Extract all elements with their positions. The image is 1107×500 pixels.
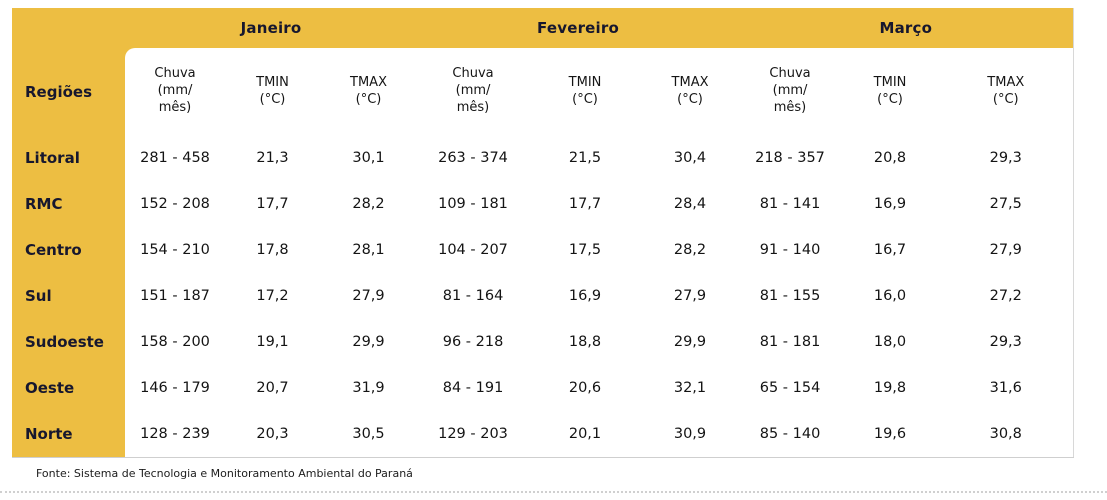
col-header-tmin-marco: TMIN (°C) [841,48,940,135]
regions-header: Regiões [12,48,125,135]
data-cell: 96 - 218 [417,319,530,365]
data-cell: 21,5 [529,135,642,181]
data-cell: 154 - 210 [125,227,225,273]
data-cell: 281 - 458 [125,135,225,181]
data-cell: 129 - 203 [417,411,530,457]
data-cell: 17,8 [225,227,320,273]
data-cell: 20,1 [529,411,642,457]
data-cell: 19,1 [225,319,320,365]
data-cell: 20,8 [841,135,940,181]
table-row-centro: Centro 154 - 210 17,8 28,1 104 - 207 17,… [12,227,1074,273]
data-cell: 19,8 [841,365,940,411]
data-cell: 27,9 [641,273,740,319]
source-caption: Fonte: Sistema de Tecnologia e Monitoram… [36,467,413,480]
col-header-tmin-fevereiro: TMIN (°C) [529,48,642,135]
data-cell: 17,2 [225,273,320,319]
table-row-norte: Norte 128 - 239 20,3 30,5 129 - 203 20,1… [12,411,1074,457]
data-cell: 27,9 [320,273,418,319]
data-cell: 65 - 154 [739,365,842,411]
regions-column-spacer [12,8,125,48]
data-cell: 81 - 164 [417,273,530,319]
data-cell: 31,6 [939,365,1074,411]
data-cell: 84 - 191 [417,365,530,411]
region-label: Oeste [12,365,125,411]
data-cell: 17,5 [529,227,642,273]
col-header-tmin-janeiro: TMIN (°C) [225,48,320,135]
data-cell: 20,6 [529,365,642,411]
data-cell: 21,3 [225,135,320,181]
region-label: Sudoeste [12,319,125,365]
data-cell: 18,8 [529,319,642,365]
data-cell: 104 - 207 [417,227,530,273]
data-cell: 30,5 [320,411,418,457]
col-header-tmax-janeiro: TMAX (°C) [320,48,418,135]
region-label: RMC [12,181,125,227]
data-cell: 85 - 140 [739,411,842,457]
data-cell: 19,6 [841,411,940,457]
data-cell: 28,1 [320,227,418,273]
data-cell: 31,9 [320,365,418,411]
climate-table: Janeiro Fevereiro Março Regiões Chuva (m… [12,8,1074,458]
col-header-chuva-janeiro: Chuva (mm/ mês) [125,48,225,135]
table-row-rmc: RMC 152 - 208 17,7 28,2 109 - 181 17,7 2… [12,181,1074,227]
column-header-row: Regiões Chuva (mm/ mês) TMIN (°C) TMAX (… [12,48,1074,135]
data-cell: 109 - 181 [417,181,530,227]
data-cell: 17,7 [225,181,320,227]
data-cell: 81 - 181 [739,319,842,365]
col-header-tmax-fevereiro: TMAX (°C) [641,48,740,135]
data-cell: 152 - 208 [125,181,225,227]
data-cell: 29,9 [320,319,418,365]
data-cell: 28,2 [320,181,418,227]
col-header-chuva-marco: Chuva (mm/ mês) [739,48,842,135]
data-cell: 30,1 [320,135,418,181]
data-cell: 28,2 [641,227,740,273]
data-cell: 20,3 [225,411,320,457]
data-cell: 16,0 [841,273,940,319]
data-cell: 29,9 [641,319,740,365]
table-row-litoral: Litoral 281 - 458 21,3 30,1 263 - 374 21… [12,135,1074,181]
month-header-fevereiro: Fevereiro [417,8,740,48]
data-cell: 91 - 140 [739,227,842,273]
data-cell: 81 - 141 [739,181,842,227]
bottom-dotted-divider [0,491,1107,493]
data-cell: 218 - 357 [739,135,842,181]
data-cell: 29,3 [939,135,1074,181]
month-header-janeiro: Janeiro [125,8,418,48]
table-row-oeste: Oeste 146 - 179 20,7 31,9 84 - 191 20,6 … [12,365,1074,411]
data-cell: 32,1 [641,365,740,411]
data-cell: 151 - 187 [125,273,225,319]
data-cell: 29,3 [939,319,1074,365]
month-header-marco: Março [739,8,1074,48]
data-cell: 263 - 374 [417,135,530,181]
data-cell: 28,4 [641,181,740,227]
data-cell: 81 - 155 [739,273,842,319]
data-cell: 27,5 [939,181,1074,227]
region-label: Litoral [12,135,125,181]
data-cell: 27,9 [939,227,1074,273]
region-label: Centro [12,227,125,273]
data-cell: 128 - 239 [125,411,225,457]
region-label: Sul [12,273,125,319]
col-header-tmax-marco: TMAX (°C) [939,48,1074,135]
data-cell: 30,4 [641,135,740,181]
data-cell: 18,0 [841,319,940,365]
table-row-sudoeste: Sudoeste 158 - 200 19,1 29,9 96 - 218 18… [12,319,1074,365]
data-cell: 16,9 [841,181,940,227]
data-cell: 17,7 [529,181,642,227]
data-cell: 30,9 [641,411,740,457]
data-cell: 30,8 [939,411,1074,457]
data-cell: 146 - 179 [125,365,225,411]
data-cell: 16,9 [529,273,642,319]
col-header-chuva-fevereiro: Chuva (mm/ mês) [417,48,530,135]
data-cell: 20,7 [225,365,320,411]
data-cell: 158 - 200 [125,319,225,365]
table-row-sul: Sul 151 - 187 17,2 27,9 81 - 164 16,9 27… [12,273,1074,319]
region-label: Norte [12,411,125,457]
month-header-row: Janeiro Fevereiro Março [12,8,1074,48]
data-cell: 16,7 [841,227,940,273]
data-cell: 27,2 [939,273,1074,319]
